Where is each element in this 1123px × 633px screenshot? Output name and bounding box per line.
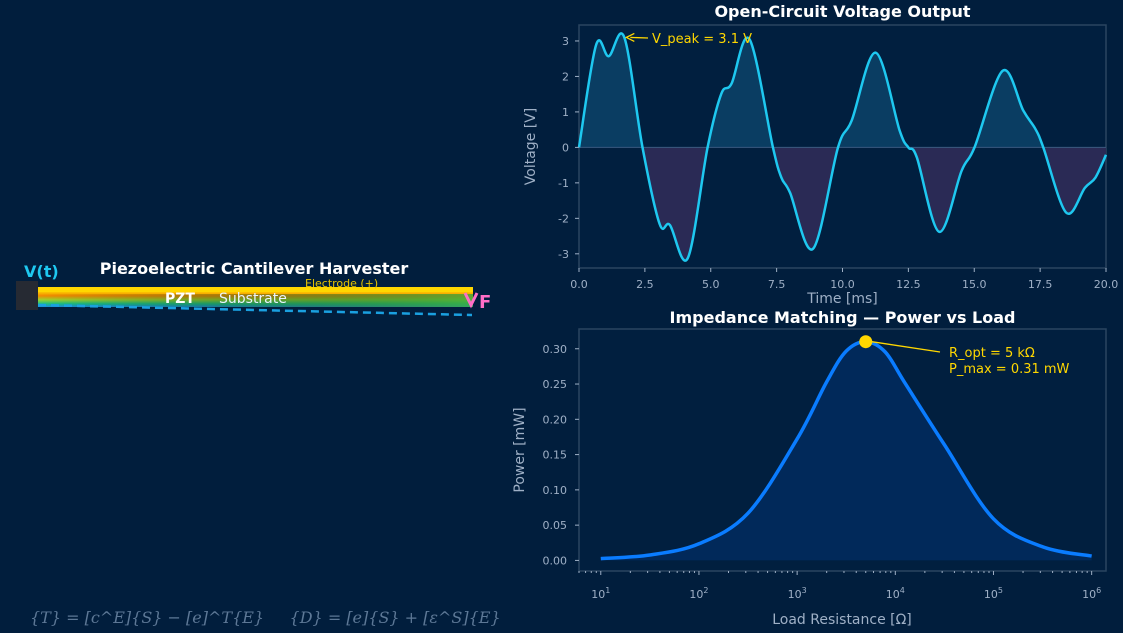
y-tick-label: 0.05 [543,519,568,532]
x-tick-label: 101 [591,586,610,601]
x-axis-label: Load Resistance [Ω] [772,612,912,628]
x-tick-label: 15.0 [962,278,987,291]
y-tick-label: -3 [558,248,569,261]
substrate-label: Substrate [219,291,287,307]
clamp [16,281,38,310]
y-tick-label: 0.00 [543,554,568,567]
y-tick-label: 0.15 [543,449,568,462]
y-tick-label: 0.30 [543,343,568,356]
force-arrow-icon [463,292,479,309]
x-tick-label: 104 [886,586,905,601]
y-tick-label: 0.20 [543,413,568,426]
electrode-label: Electrode (+) [305,277,378,290]
y-tick-label: -2 [558,212,569,225]
x-tick-label: 0.0 [570,278,588,291]
diagram-title: Piezoelectric Cantilever Harvester [100,259,409,278]
pmax-annotation: P_max = 0.31 mW [949,362,1070,377]
x-tick-label: 106 [1082,586,1101,601]
x-tick-label: 105 [984,586,1003,601]
power-area [600,341,1092,561]
x-tick-label: 103 [788,586,807,601]
y-tick-label: -1 [558,177,569,190]
deflection-line [37,303,473,317]
constitutive-equations: {T} = [c^E]{S} − [e]^T{E} {D} = [e]{S} +… [30,608,501,627]
pzt-label: PZT [165,291,195,307]
annotation-arrow [630,36,649,39]
y-axis-label: Voltage [V] [523,108,539,185]
y-tick-label: 0.10 [543,484,568,497]
electrode-layer [38,287,473,292]
negative-area [579,147,1106,261]
x-tick-label: 20.0 [1094,278,1119,291]
chart-title: Impedance Matching — Power vs Load [670,308,1016,327]
y-tick-label: 3 [562,35,569,48]
ropt-annotation: R_opt = 5 kΩ [949,346,1035,361]
x-tick-label: 5.0 [702,278,720,291]
stress-equation: {T} = [c^E]{S} − [e]^T{E} [30,608,265,627]
arrowhead-icon [624,32,635,42]
force-label: F [479,292,491,313]
displacement-equation: {D} = [e]{S} + [ε^S]{E} [289,608,501,627]
voltage-chart: 0.0 2.5 5.0 7.5 10.0 12.5 15.0 17.5 20.0 -3 -2 -1 0 1… [523,2,1118,307]
annotation-arrow [871,341,941,353]
voltage-series-line [577,32,1108,262]
voltage-label: V(t) [24,262,59,281]
y-tick-label: 0.25 [543,378,568,391]
cantilever-diagram: Piezoelectric Cantilever Harvester V(t) … [16,259,491,317]
x-tick-label: 10.0 [830,278,855,291]
x-tick-label: 2.5 [636,278,654,291]
peak-annotation: V_peak = 3.1 V [652,32,752,47]
power-chart: 101 102 103 104 105 106 0.00 0.05 0.10 0.15 0.20 0.… [512,308,1107,628]
y-axis-label: Power [mW] [512,407,528,492]
x-tick-label: 12.5 [896,278,921,291]
power-series-line [600,339,1092,561]
x-tick-label: 7.5 [768,278,786,291]
y-tick-label: 0 [562,141,569,154]
y-tick-label: 1 [562,106,569,119]
x-tick-label: 102 [689,586,708,601]
optimum-point [859,335,873,349]
pzt-layer-shade [38,294,473,307]
chart-title: Open-Circuit Voltage Output [714,2,970,21]
x-tick-label: 17.5 [1028,278,1053,291]
y-tick-label: 2 [562,70,569,83]
x-axis-label: Time [ms] [806,291,878,307]
